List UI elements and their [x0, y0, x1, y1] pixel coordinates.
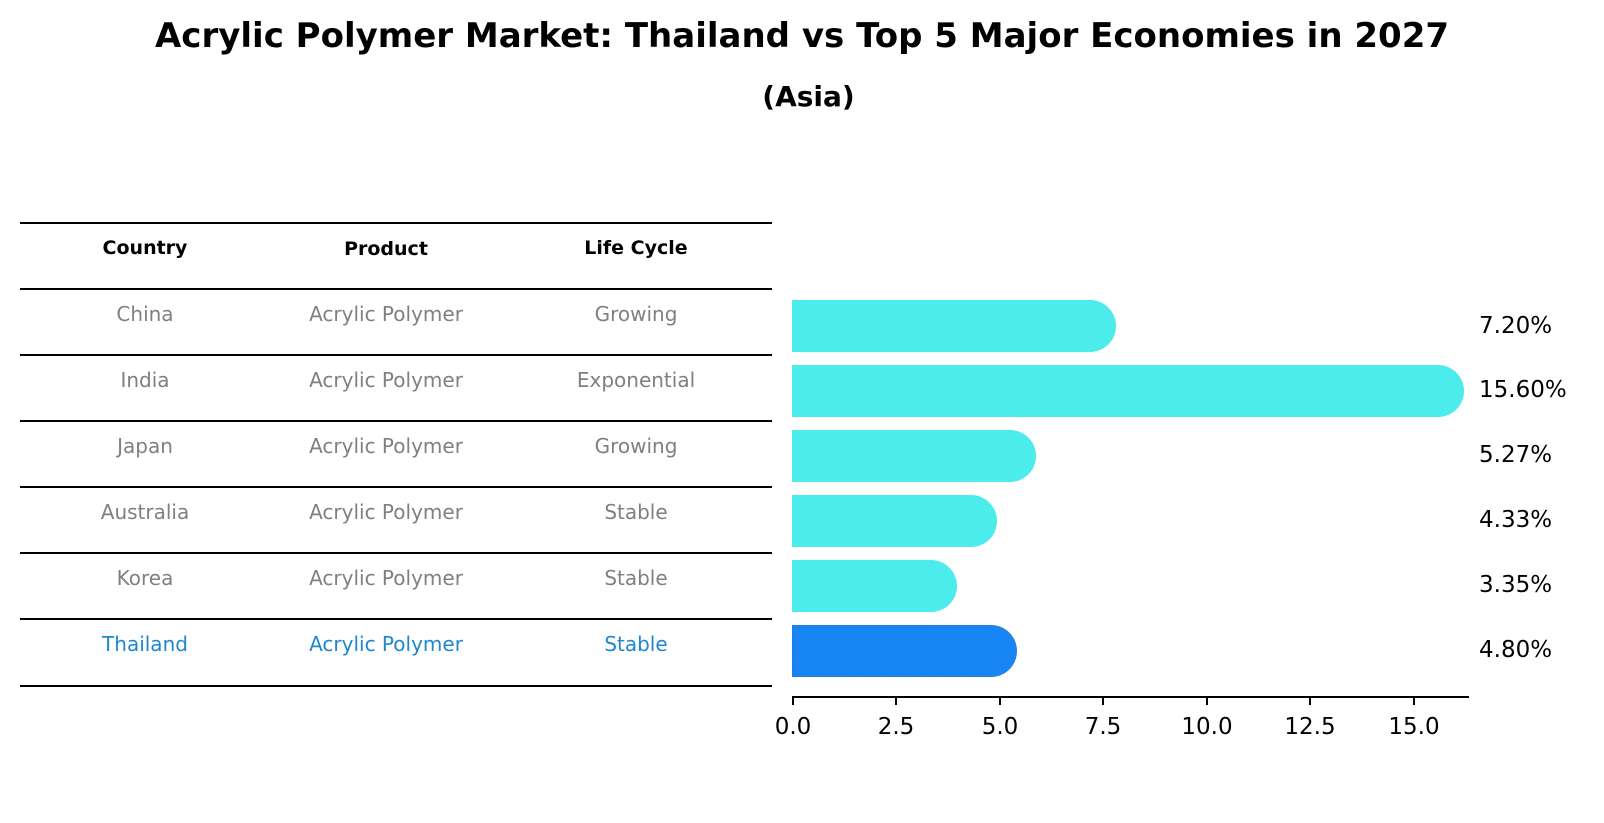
table-rule [20, 420, 772, 422]
cell-product: Acrylic Polymer [309, 434, 463, 458]
cell-country-highlight: Thailand [102, 632, 188, 656]
x-tick-label: 7.5 [1084, 714, 1122, 740]
table-rule [20, 685, 772, 687]
bar-china [792, 300, 1116, 352]
x-axis-spine [792, 696, 1469, 698]
column-header-product: Product [344, 238, 428, 260]
cell-product-highlight: Acrylic Polymer [309, 632, 463, 656]
cell-life-cycle: Stable [604, 500, 668, 524]
bar-india [792, 365, 1464, 417]
value-label: 3.35% [1479, 572, 1553, 598]
value-label: 5.27% [1479, 442, 1553, 468]
table-rule [20, 618, 772, 620]
table-rule [20, 288, 772, 290]
x-tick-label: 12.5 [1284, 714, 1336, 740]
column-header-country: Country [102, 237, 188, 259]
value-label: 4.33% [1479, 507, 1553, 533]
bar-australia [792, 495, 997, 547]
cell-country: Korea [116, 566, 174, 590]
table-rule [20, 222, 772, 224]
cell-life-cycle-highlight: Stable [604, 632, 668, 656]
cell-life-cycle: Exponential [576, 368, 696, 392]
table-rule [20, 486, 772, 488]
bar-thailand-highlight [792, 625, 1017, 677]
cell-life-cycle: Growing [594, 434, 678, 458]
cell-product: Acrylic Polymer [309, 500, 463, 524]
value-label: 7.20% [1479, 313, 1553, 339]
x-tick-label: 15.0 [1388, 714, 1440, 740]
bar-japan [792, 430, 1036, 482]
x-tick [792, 697, 794, 705]
x-tick-label: 2.5 [877, 714, 915, 740]
cell-country: China [116, 302, 174, 326]
chart-title: Acrylic Polymer Market: Thailand vs Top … [154, 16, 1450, 56]
x-tick [1102, 697, 1104, 705]
cell-country: Australia [100, 500, 190, 524]
x-tick [1206, 697, 1208, 705]
cell-country: India [120, 368, 170, 392]
value-label: 4.80% [1479, 637, 1553, 663]
table-rule [20, 354, 772, 356]
bar-korea [792, 560, 957, 612]
cell-product: Acrylic Polymer [309, 368, 463, 392]
x-tick-label: 10.0 [1181, 714, 1233, 740]
x-tick [999, 697, 1001, 705]
x-tick [1413, 697, 1415, 705]
cell-country: Japan [117, 434, 173, 458]
column-header-life-cycle: Life Cycle [584, 237, 688, 259]
cell-life-cycle: Stable [604, 566, 668, 590]
x-tick-label: 5.0 [981, 714, 1019, 740]
cell-product: Acrylic Polymer [309, 566, 463, 590]
x-tick [895, 697, 897, 705]
x-tick-label: 0.0 [774, 714, 812, 740]
chart-subtitle: (Asia) [762, 80, 855, 113]
cell-product: Acrylic Polymer [309, 302, 463, 326]
table-rule [20, 552, 772, 554]
cell-life-cycle: Growing [594, 302, 678, 326]
x-tick [1309, 697, 1311, 705]
value-label: 15.60% [1479, 377, 1567, 403]
